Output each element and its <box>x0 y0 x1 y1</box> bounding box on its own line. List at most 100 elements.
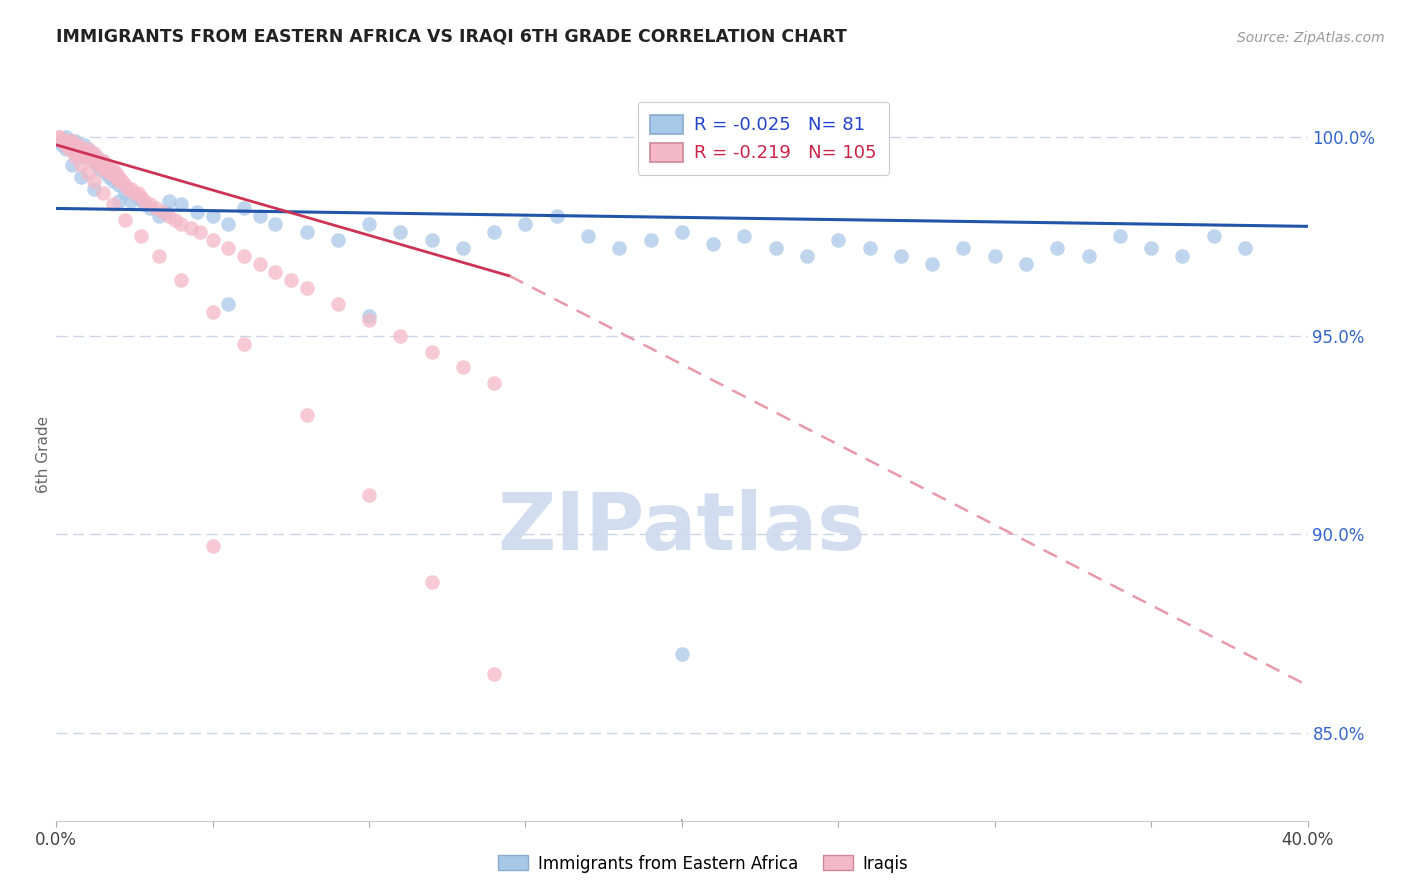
Point <box>890 249 912 263</box>
Point <box>60 142 83 156</box>
Point <box>1202 229 1225 244</box>
Point <box>359 312 381 326</box>
Point <box>86 153 108 168</box>
Point <box>984 249 1007 263</box>
Point <box>671 647 693 661</box>
Point <box>55 129 77 144</box>
Point <box>60 134 83 148</box>
Point <box>58 137 80 152</box>
Point <box>702 237 724 252</box>
Point <box>101 166 124 180</box>
Point <box>139 197 162 211</box>
Point <box>51 137 73 152</box>
Point <box>359 488 381 502</box>
Point <box>576 229 599 244</box>
Point <box>127 189 149 203</box>
Point <box>1109 229 1132 244</box>
Point <box>63 134 86 148</box>
Point <box>73 142 96 156</box>
Point <box>1171 249 1194 263</box>
Point <box>60 142 83 156</box>
Point <box>201 233 224 247</box>
Point <box>96 158 118 172</box>
Legend: R = -0.025   N= 81, R = -0.219   N= 105: R = -0.025 N= 81, R = -0.219 N= 105 <box>638 102 889 175</box>
Point <box>60 137 83 152</box>
Point <box>70 142 93 156</box>
Point <box>58 142 80 156</box>
Point <box>89 158 111 172</box>
Point <box>389 225 412 239</box>
Point <box>188 225 211 239</box>
Point <box>264 218 287 232</box>
Point <box>249 257 271 271</box>
Point <box>55 134 77 148</box>
Point <box>114 213 136 227</box>
Point <box>76 145 98 160</box>
Point <box>89 153 111 168</box>
Point <box>83 145 105 160</box>
Point <box>170 273 193 287</box>
Point <box>1046 241 1069 255</box>
Point <box>127 186 149 200</box>
Point <box>98 166 121 180</box>
Text: ZIPatlas: ZIPatlas <box>498 489 866 567</box>
Point <box>671 225 693 239</box>
Point <box>70 169 93 184</box>
Point <box>1234 241 1257 255</box>
Point <box>1077 249 1099 263</box>
Point <box>48 134 70 148</box>
Point <box>120 181 142 195</box>
Point <box>83 153 105 168</box>
Point <box>79 145 101 160</box>
Point <box>921 257 943 271</box>
Point <box>120 194 142 208</box>
Point <box>58 137 80 152</box>
Point <box>640 233 662 247</box>
Point <box>73 145 96 160</box>
Point <box>108 194 131 208</box>
Point <box>76 166 98 180</box>
Point <box>91 153 114 168</box>
Point <box>63 137 86 152</box>
Point <box>76 150 98 164</box>
Point <box>67 145 90 160</box>
Point <box>155 205 177 219</box>
Point <box>952 241 974 255</box>
Point <box>451 360 474 375</box>
Point <box>83 153 105 168</box>
Point <box>67 142 90 156</box>
Point <box>114 178 136 192</box>
Point <box>58 134 80 148</box>
Point <box>201 305 224 319</box>
Point <box>86 158 108 172</box>
Point <box>148 249 170 263</box>
Point <box>63 137 86 152</box>
Point <box>157 210 180 224</box>
Point <box>1015 257 1038 271</box>
Point <box>129 189 152 203</box>
Point <box>326 297 349 311</box>
Text: IMMIGRANTS FROM EASTERN AFRICA VS IRAQI 6TH GRADE CORRELATION CHART: IMMIGRANTS FROM EASTERN AFRICA VS IRAQI … <box>56 28 846 45</box>
Point <box>108 178 131 192</box>
Point <box>76 142 98 156</box>
Point <box>63 142 86 156</box>
Point <box>359 309 381 323</box>
Point <box>60 137 83 152</box>
Point <box>451 241 474 255</box>
Point <box>124 186 146 200</box>
Point <box>86 153 108 168</box>
Point <box>165 213 187 227</box>
Point <box>609 241 631 255</box>
Point <box>132 194 155 208</box>
Point <box>98 161 121 176</box>
Point <box>326 233 349 247</box>
Point <box>96 161 118 176</box>
Point <box>295 281 318 295</box>
Point <box>484 225 506 239</box>
Point <box>67 142 90 156</box>
Point <box>70 145 93 160</box>
Point <box>233 249 256 263</box>
Point <box>83 181 105 195</box>
Point <box>420 575 443 590</box>
Point <box>515 218 537 232</box>
